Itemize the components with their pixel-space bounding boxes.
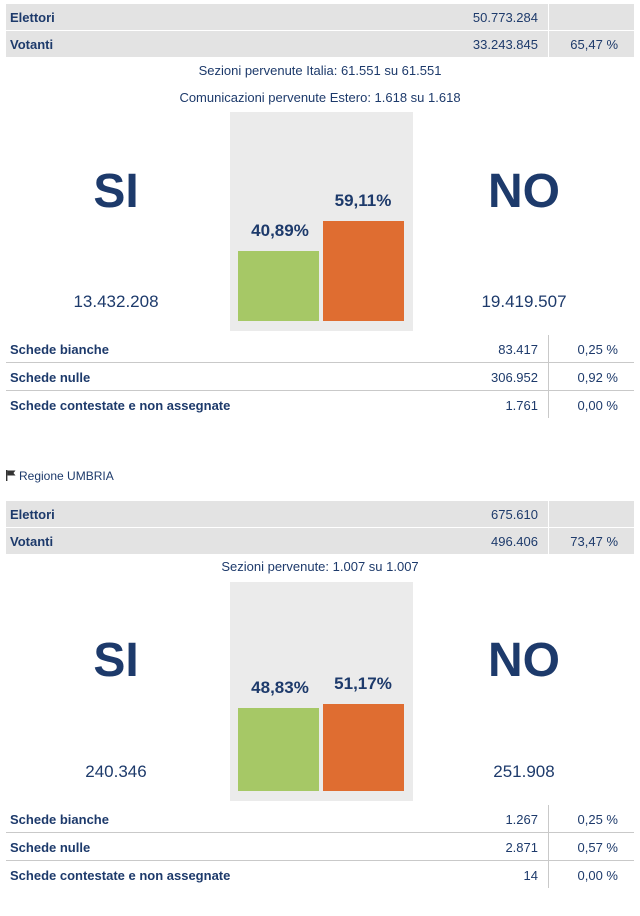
region-summary: Elettori 675.610 Votanti 496.406 73,47 % (6, 501, 634, 554)
voters-label: Votanti (10, 534, 54, 549)
region-yes-percentage: 48,83% (251, 678, 309, 697)
region-yes-bar (238, 708, 319, 791)
electors-label: Elettori (10, 507, 55, 522)
row-divider (6, 30, 634, 31)
row-divider (6, 527, 634, 528)
national-no-bar (323, 221, 404, 321)
flag-icon (6, 469, 16, 484)
electors-label: Elettori (10, 10, 55, 25)
column-divider (548, 363, 549, 390)
national-yes-percentage: 40,89% (251, 221, 309, 240)
row-label: Schede contestate e non assegnate (10, 868, 231, 883)
voters-label: Votanti (10, 37, 54, 52)
row-value: 2.871 (505, 840, 538, 855)
table-row: Schede contestate e non assegnate 14 0,0… (6, 861, 634, 888)
column-divider (548, 4, 549, 30)
table-row: Schede nulle 306.952 0,92 % (6, 363, 634, 391)
national-no-label: NO (488, 165, 560, 218)
national-ballots-table: Schede bianche 83.417 0,25 % Schede null… (6, 335, 634, 418)
row-value: 83.417 (498, 342, 538, 357)
table-row: Schede contestate e non assegnate 1.761 … (6, 391, 634, 418)
national-abroad-line: Comunicazioni pervenute Estero: 1.618 su… (179, 90, 461, 105)
national-voters-row: Votanti 33.243.845 65,47 % (6, 31, 634, 57)
row-value: 14 (523, 868, 538, 883)
row-value: 1.267 (505, 812, 538, 827)
row-percentage: 0,57 % (577, 840, 618, 855)
turnout-value: 65,47 % (570, 37, 618, 52)
row-percentage: 0,25 % (577, 342, 618, 357)
national-chart-panel: 40,89% 59,11% (230, 112, 413, 331)
row-value: 1.761 (505, 398, 538, 413)
voters-value: 33.243.845 (472, 37, 538, 52)
column-divider (548, 31, 549, 57)
national-no-percentage: 59,11% (334, 191, 392, 210)
table-row: Schede bianche 83.417 0,25 % (6, 335, 634, 363)
national-electors-row: Elettori 50.773.284 (6, 4, 634, 30)
electors-value: 50.773.284 (472, 10, 538, 25)
table-row: Schede nulle 2.871 0,57 % (6, 833, 634, 861)
row-value: 306.952 (491, 370, 538, 385)
row-percentage: 0,00 % (577, 398, 618, 413)
column-divider (548, 335, 549, 362)
national-yes-bar (238, 251, 319, 321)
region-electors-row: Elettori 675.610 (6, 501, 634, 527)
region-no-percentage: 51,17% (334, 674, 392, 693)
region-voters-row: Votanti 496.406 73,47 % (6, 528, 634, 554)
electors-value: 675.610 (491, 507, 538, 522)
column-divider (548, 391, 549, 418)
column-divider (548, 861, 549, 888)
region-sections-line: Sezioni pervenute: 1.007 su 1.007 (221, 559, 419, 574)
region-yes-label: SI (93, 634, 139, 687)
national-yes-count: 13.432.208 (73, 292, 159, 311)
national-yes-label: SI (93, 165, 139, 218)
region-no-bar (323, 704, 404, 791)
row-label: Schede bianche (10, 812, 109, 827)
region-no-count: 251.908 (493, 762, 555, 781)
national-no-count: 19.419.507 (481, 292, 567, 311)
region-ballots-table: Schede bianche 1.267 0,25 % Schede nulle… (6, 805, 634, 888)
region-heading[interactable]: Regione UMBRIA (6, 469, 114, 484)
row-label: Schede bianche (10, 342, 109, 357)
table-row: Schede bianche 1.267 0,25 % (6, 805, 634, 833)
row-percentage: 0,00 % (577, 868, 618, 883)
national-summary: Elettori 50.773.284 Votanti 33.243.845 6… (6, 4, 634, 57)
row-percentage: 0,25 % (577, 812, 618, 827)
voters-value: 496.406 (491, 534, 538, 549)
row-label: Schede contestate e non assegnate (10, 398, 231, 413)
row-percentage: 0,92 % (577, 370, 618, 385)
national-sections-line: Sezioni pervenute Italia: 61.551 su 61.5… (198, 63, 442, 78)
region-chart-panel: 48,83% 51,17% (230, 582, 413, 801)
row-label: Schede nulle (10, 840, 91, 855)
column-divider (548, 501, 549, 527)
column-divider (548, 833, 549, 860)
region-title: Regione UMBRIA (19, 469, 114, 483)
region-yes-count: 240.346 (85, 762, 147, 781)
row-label: Schede nulle (10, 370, 91, 385)
column-divider (548, 528, 549, 554)
region-no-label: NO (488, 634, 560, 687)
turnout-value: 73,47 % (570, 534, 618, 549)
column-divider (548, 805, 549, 832)
